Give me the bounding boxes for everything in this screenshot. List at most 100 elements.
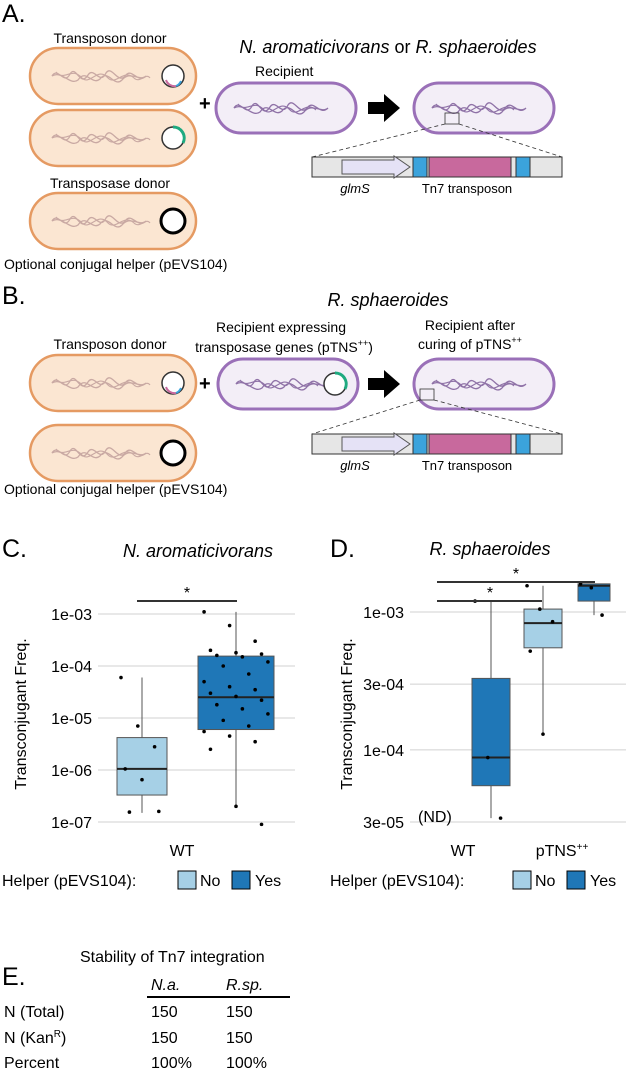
recipient-after-line1: Recipient after xyxy=(425,317,516,333)
legend-d-no-swatch xyxy=(512,870,532,890)
col-na: N.a. xyxy=(151,977,180,994)
chart-d-ytick-label: 3e-05 xyxy=(363,815,404,832)
chart-c-box-0-point xyxy=(127,810,132,814)
row-kan-rsp: 150 xyxy=(226,1030,253,1047)
glms-label-b: glmS xyxy=(340,458,370,473)
chart-c-box-1-point xyxy=(259,698,264,702)
chart-c-box-1-point xyxy=(240,707,245,711)
transposon-donor-label: Transposon donor xyxy=(53,30,166,46)
chart-c-box-1-point xyxy=(208,747,213,752)
legend-c-no-swatch xyxy=(177,870,197,890)
recipient-label-a: Recipient xyxy=(255,63,313,79)
chart-d-box-2-iqr xyxy=(577,583,611,602)
tn7-label-b: Tn7 transposon xyxy=(422,458,512,473)
or-word-text: or xyxy=(394,37,410,57)
chart-c-box-0-point xyxy=(119,675,123,680)
chart-c-ytick-label: 1e-05 xyxy=(51,711,92,728)
chart-d-ytick-label: 3e-04 xyxy=(363,677,404,694)
panel-c-letter: C. xyxy=(2,535,27,563)
tn7-label-a: Tn7 transposon xyxy=(422,181,512,196)
chart-c-box-1-point xyxy=(259,652,264,656)
chart-c-box-1-point xyxy=(202,679,206,684)
row-kan-label: N (KanR) xyxy=(4,1029,66,1047)
zoom-box-b xyxy=(419,388,435,401)
recipient-after-line2: curing of pTNS++ xyxy=(418,335,522,352)
chart-c-box-1-point xyxy=(234,694,238,699)
chart-c-xlabel-wt: WT xyxy=(170,843,195,860)
row-percent-label: Percent xyxy=(4,1055,60,1071)
chart-c-box-1-point xyxy=(227,684,232,689)
panel-b-letter: B. xyxy=(2,282,26,310)
chart-c-box-1-point xyxy=(202,729,206,734)
chart-c-box-1-point xyxy=(266,712,270,716)
chart-c-box-0-point xyxy=(152,744,157,749)
col-rsp: R.sp. xyxy=(226,977,263,994)
transposase-donor-cell xyxy=(28,108,198,168)
chart-c-box-1-point xyxy=(266,660,270,664)
recipient-expr-line2: transposase genes (pTNS++) xyxy=(195,338,373,355)
arrow-a xyxy=(368,94,400,122)
chart-c-box-0-iqr xyxy=(116,737,168,796)
chart-c-box-1-point xyxy=(234,650,238,655)
chart-d-box-2-point xyxy=(600,613,604,617)
helper-cell-b xyxy=(28,423,198,483)
chart-d-sig-star-1: * xyxy=(487,585,493,602)
helper-cell-a xyxy=(28,191,198,251)
zoom-box-a xyxy=(444,112,460,125)
cured-cell-b xyxy=(412,357,556,411)
transposon-donor-cell-b xyxy=(28,353,198,413)
species-title-a: N. aromaticivorans or R. sphaeroides xyxy=(239,37,536,57)
chart-d-box-1-point xyxy=(528,649,533,653)
chart-c-box-1-point xyxy=(208,691,213,695)
row-total-rsp: 150 xyxy=(226,1004,253,1021)
panel-d-letter: D. xyxy=(330,535,355,563)
row-percent-na: 100% xyxy=(151,1055,192,1071)
stability-title: Stability of Tn7 integration xyxy=(80,949,265,966)
chart-c-box-1-point xyxy=(215,702,219,707)
recipient-cell-b xyxy=(216,357,360,411)
chart-c-title: N. aromaticivorans xyxy=(123,541,273,561)
chart-c-box-1-point xyxy=(246,724,251,728)
chart-c-sig-star: * xyxy=(184,585,190,602)
chart-d-box-1-iqr xyxy=(523,608,563,649)
chart-c-ytick-label: 1e-06 xyxy=(51,763,92,780)
chart-d-sig-star-2: * xyxy=(513,566,519,583)
chart-d-ytick-label: 1e-04 xyxy=(363,743,404,760)
row-kan-na: 150 xyxy=(151,1030,178,1047)
chart-d-nd-note: (ND) xyxy=(418,809,452,826)
chart-d-box-0-point xyxy=(498,816,503,820)
ptns-sup: ++ xyxy=(577,842,589,853)
chart-c-box-1-point xyxy=(253,687,257,692)
chart-d-box-1-point xyxy=(538,607,542,611)
chart-c-ytick-label: 1e-04 xyxy=(51,659,92,676)
legend-d-title: Helper (pEVS104): xyxy=(330,873,464,890)
chart-c-box-1-point xyxy=(259,822,264,827)
chart-c-ytick-label: 1e-07 xyxy=(51,815,92,832)
chart-c-ylabel: Transconjugant Freq. xyxy=(13,638,30,789)
legend-c: Helper (pEVS104): No Yes xyxy=(2,870,281,890)
recipient-expr-line1: Recipient expressing xyxy=(216,319,346,335)
chart-d-plot: 1e-03 3e-04 1e-04 3e-05 * * xyxy=(363,566,626,832)
glms-label-a: glmS xyxy=(340,181,370,196)
chart-d-box-1-point xyxy=(550,619,555,624)
legend-c-no-label: No xyxy=(200,873,221,890)
chart-c-box-1-point xyxy=(227,623,232,628)
legend-d-no-label: No xyxy=(535,873,556,890)
chart-d-ylabel: Transconjugant Freq. xyxy=(339,638,356,789)
helper-label-b: Optional conjugal helper (pEVS104) xyxy=(4,481,227,497)
arrow-b xyxy=(368,370,400,398)
species-2: R. sphaeroides xyxy=(416,37,537,57)
transposase-donor-label: Transposase donor xyxy=(50,175,170,191)
chart-d-box-0-iqr xyxy=(471,677,511,787)
chart-c-box-0-point xyxy=(140,777,144,782)
chart-d-xlabel-wt: WT xyxy=(451,843,476,860)
row-percent-rsp: 100% xyxy=(226,1055,267,1071)
chart-d-box-1-point xyxy=(525,583,529,588)
legend-c-title: Helper (pEVS104): xyxy=(2,873,136,890)
species-1: N. aromaticivorans xyxy=(239,37,389,57)
legend-c-yes-label: Yes xyxy=(255,873,281,890)
chart-c-box-1-point xyxy=(227,734,232,738)
chart-c-box-1-point xyxy=(221,718,226,723)
chart-d-ytick-label: 1e-03 xyxy=(363,605,404,622)
